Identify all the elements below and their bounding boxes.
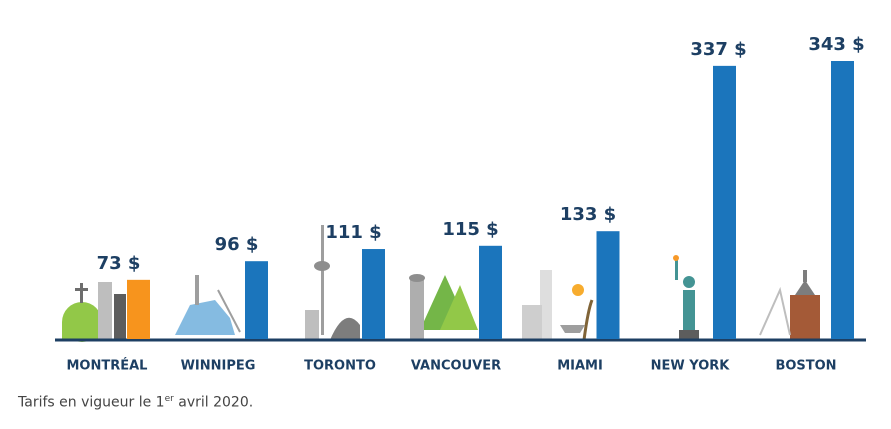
value-label: 96 $ [215,234,259,255]
footnote-superscript: er [164,394,174,404]
bar [713,65,736,339]
footnote: Tarifs en vigueur le 1er avril 2020. [18,394,253,411]
bar [831,61,854,339]
value-label: 343 $ [808,34,864,55]
value-label: 115 $ [442,219,498,240]
x-tick-label: MONTRÉAL [67,358,148,374]
footnote-text-end: avril 2020. [173,394,254,411]
x-tick-label: MIAMI [557,359,603,374]
value-label: 133 $ [560,204,616,225]
bar [362,249,385,339]
x-tick-label: NEW YORK [651,359,731,374]
value-label: 73 $ [97,253,141,274]
x-tick-label: VANCOUVER [411,359,501,374]
value-label: 337 $ [690,39,746,60]
bar [479,245,502,339]
chart: 73 $ MONTRÉAL 96 $ WINNIPEG 111 $ TORONTO 115 … [55,34,866,374]
city-illustrations [62,225,820,342]
value-label: 111 $ [325,222,381,243]
bar [245,261,268,339]
bar [127,279,150,339]
footnote-text: Tarifs en vigueur le 1 [18,394,165,411]
x-tick-label: TORONTO [304,359,376,374]
bar [596,231,620,339]
x-tick-label: BOSTON [775,359,836,374]
x-tick-label: WINNIPEG [181,359,256,374]
